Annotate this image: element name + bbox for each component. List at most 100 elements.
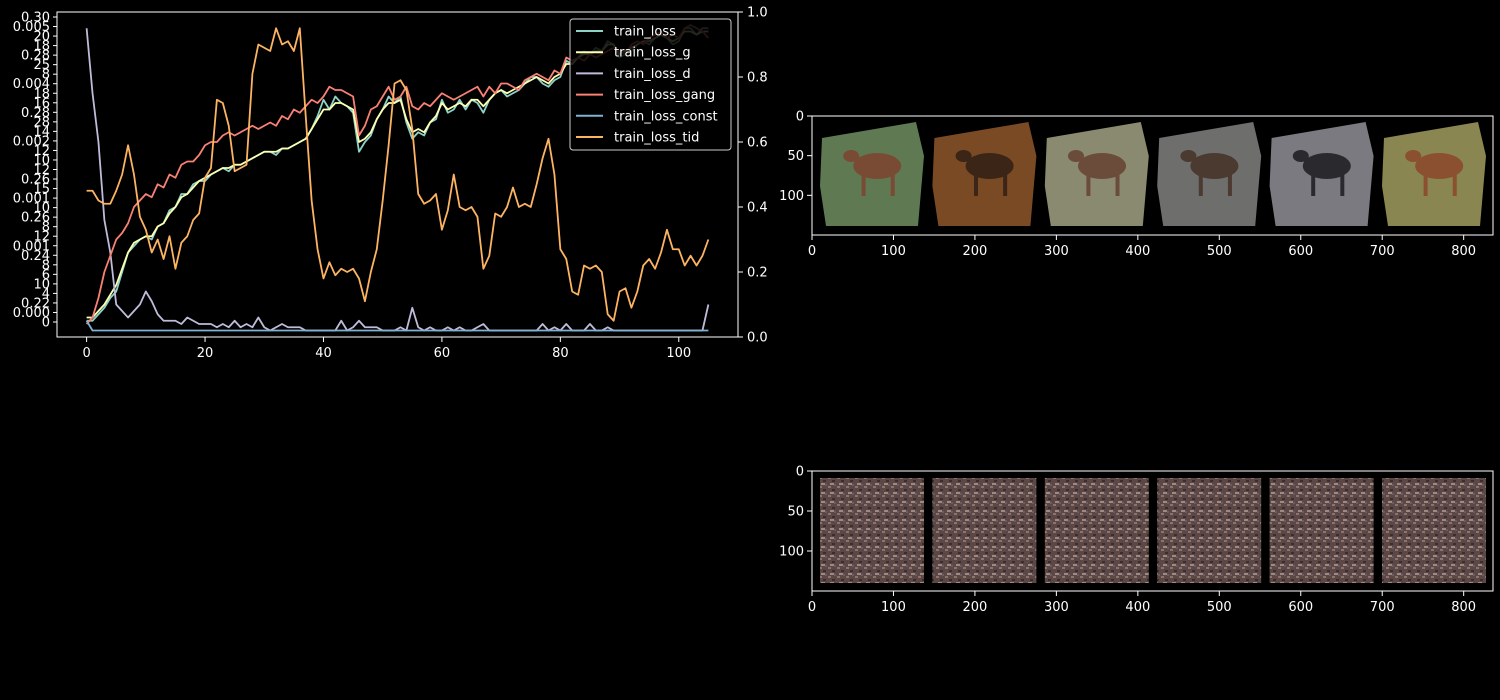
x-tick-label: 80 xyxy=(552,346,569,361)
image-grid-real-horses: 0 100 200 300 400 500 600 700 800 0 50 100 xyxy=(779,110,1494,259)
legend-label: train_loss_tid xyxy=(614,131,699,146)
horse-body xyxy=(1190,153,1239,179)
y-tick-label: 0 xyxy=(796,465,804,480)
horse-head xyxy=(955,150,972,162)
horse-body xyxy=(1415,153,1464,179)
horse-head xyxy=(843,150,860,162)
left-tick-label: 0.002 xyxy=(13,134,50,149)
left-tick-label: 18 xyxy=(33,39,50,54)
x-tick-label: 40 xyxy=(315,346,332,361)
horse-head xyxy=(1292,150,1309,162)
image-grid-frame xyxy=(811,115,1494,236)
image-grid-tiles xyxy=(820,122,1486,226)
horse-leg xyxy=(1452,174,1457,196)
y-tick-label: 100 xyxy=(779,545,804,560)
y-tick-label: 50 xyxy=(787,505,804,520)
left-tick-label: 0.000 xyxy=(13,306,50,321)
generated-image-tile xyxy=(1044,478,1149,583)
image-grid-x-axis: 0 100 200 300 400 500 600 700 800 xyxy=(808,235,1476,259)
x-tick-label: 100 xyxy=(666,346,691,361)
legend-label: train_loss_g xyxy=(614,46,691,61)
image-grid-generated: 0 100 200 300 400 500 600 700 800 0 50 100 xyxy=(779,465,1494,615)
generated-texture xyxy=(1382,478,1486,583)
left-tick-label: 10 xyxy=(33,153,50,168)
left-tick-label: 25 xyxy=(33,58,50,73)
horse-leg xyxy=(890,174,895,196)
x-tick-label: 700 xyxy=(1370,244,1395,259)
horse-leg xyxy=(1423,174,1428,196)
right-tick-label: 0.6 xyxy=(747,136,768,151)
x-tick-label: 0 xyxy=(808,244,816,259)
left-tick-label: 0.26 xyxy=(21,173,50,188)
series-line-train-loss-d xyxy=(85,28,710,332)
left-tick-label: 0.001 xyxy=(13,192,50,207)
generated-texture xyxy=(1044,478,1149,583)
x-tick-label: 100 xyxy=(881,244,906,259)
image-grid-x-axis: 0 100 200 300 400 500 600 700 800 xyxy=(808,591,1476,615)
left-tick-label: 10 xyxy=(33,277,50,292)
image-grid-y-axis: 0 50 100 xyxy=(779,110,812,204)
generated-image-tile xyxy=(1269,478,1374,583)
x-tick-label: 200 xyxy=(963,600,988,615)
horse-leg xyxy=(1198,174,1203,196)
generated-image-tile xyxy=(820,478,924,583)
x-tick-label: 60 xyxy=(434,346,451,361)
x-tick-label: 700 xyxy=(1370,600,1395,615)
horse-leg xyxy=(1086,174,1091,196)
left-tick-label: 6 xyxy=(42,268,50,283)
x-tick-label: 300 xyxy=(1044,244,1069,259)
left-tick-label: 0.001 xyxy=(13,239,50,254)
horse-leg xyxy=(1115,174,1120,196)
legend-box xyxy=(569,18,732,151)
generated-texture xyxy=(820,478,924,583)
right-tick-label: 0.0 xyxy=(747,331,768,346)
left-tick-label: 0.28 xyxy=(21,106,50,121)
x-tick-label: 300 xyxy=(1044,600,1069,615)
horse-leg xyxy=(1311,174,1316,196)
left-tick-label: 0 xyxy=(42,316,50,331)
series-line-train-loss-const xyxy=(85,320,709,332)
horse-leg xyxy=(1340,174,1345,196)
left-tick-label: 28 xyxy=(33,115,50,130)
left-tick-label: 15 xyxy=(33,182,50,197)
y-tick-label: 100 xyxy=(779,189,804,204)
loss-x-axis: 0 20 40 60 80 100 xyxy=(82,337,691,361)
horse-leg xyxy=(1003,174,1008,196)
image-grid-tiles xyxy=(820,478,1486,583)
image-grid-y-axis: 0 50 100 xyxy=(779,465,812,560)
series-line-train-loss-tid xyxy=(86,27,710,322)
horse-head xyxy=(1068,150,1084,162)
x-tick-label: 0 xyxy=(808,600,816,615)
horse-image-tile xyxy=(1157,122,1262,226)
generated-texture xyxy=(932,478,1037,583)
left-tick-label: 0.004 xyxy=(13,77,50,92)
right-tick-label: 0.2 xyxy=(747,266,768,281)
horse-body xyxy=(1302,153,1351,179)
y-tick-label: 0 xyxy=(796,110,804,125)
horse-image-tile xyxy=(1382,122,1486,226)
left-tick-label: 0.26 xyxy=(21,211,50,226)
y-tick-label: 50 xyxy=(787,149,804,164)
right-tick-label: 0.4 xyxy=(747,201,768,216)
left-tick-label: 4 xyxy=(42,287,50,302)
horse-head xyxy=(1180,150,1197,162)
horse-leg xyxy=(1227,174,1232,196)
generated-texture xyxy=(1269,478,1374,583)
left-tick-label: 18 xyxy=(33,87,50,102)
image-grid-frame xyxy=(811,470,1494,592)
x-tick-label: 200 xyxy=(963,244,988,259)
left-tick-label: 12 xyxy=(33,230,50,245)
loss-line-chart: 0 20 40 60 80 100 0.00.20.40.60.81.0 0.300.00… xyxy=(13,6,768,362)
horse-leg xyxy=(861,174,866,196)
left-tick-label: 0.28 xyxy=(21,49,50,64)
left-tick-label: 0.24 xyxy=(21,249,50,264)
x-tick-label: 600 xyxy=(1288,244,1313,259)
legend-label: train_loss xyxy=(614,25,676,40)
left-tick-label: 8 xyxy=(42,68,50,83)
left-tick-label: 20 xyxy=(33,30,50,45)
horse-leg xyxy=(974,174,978,196)
left-tick-label: 0.30 xyxy=(21,11,50,26)
x-tick-label: 100 xyxy=(881,600,906,615)
left-tick-label: 16 xyxy=(33,96,50,111)
